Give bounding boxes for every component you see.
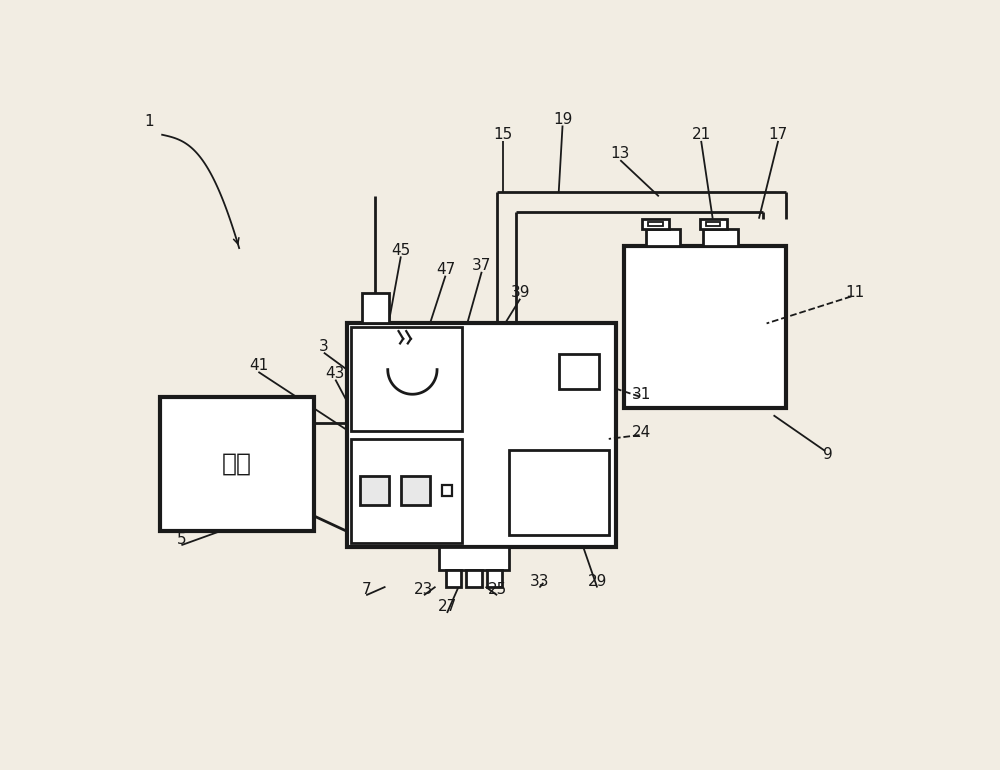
Text: 27: 27 xyxy=(437,599,457,614)
Bar xyxy=(347,323,616,547)
Text: 13: 13 xyxy=(611,146,630,162)
Bar xyxy=(646,229,680,246)
Text: 1: 1 xyxy=(144,114,154,129)
Text: 3: 3 xyxy=(319,339,329,354)
Text: 17: 17 xyxy=(769,127,788,142)
Text: 43: 43 xyxy=(326,366,345,381)
Bar xyxy=(362,293,389,323)
Text: 11: 11 xyxy=(846,285,865,300)
Text: 15: 15 xyxy=(494,127,513,142)
Text: 31: 31 xyxy=(632,387,652,402)
Bar xyxy=(466,570,482,587)
Bar xyxy=(442,485,452,496)
Text: 7: 7 xyxy=(361,581,371,597)
Bar xyxy=(401,476,430,505)
Bar xyxy=(703,229,738,246)
Bar xyxy=(706,222,720,226)
Text: 电源: 电源 xyxy=(222,451,252,476)
Text: 25: 25 xyxy=(487,581,507,597)
Bar xyxy=(642,219,669,229)
Bar xyxy=(700,219,727,229)
Bar xyxy=(439,547,509,570)
Text: 33: 33 xyxy=(530,574,549,589)
Text: 39: 39 xyxy=(510,285,530,300)
Text: 37: 37 xyxy=(472,258,491,273)
Text: 24: 24 xyxy=(632,425,651,440)
Bar xyxy=(351,327,462,431)
Bar xyxy=(487,570,502,587)
Bar xyxy=(509,450,609,535)
Text: 41: 41 xyxy=(249,358,268,373)
Text: 47: 47 xyxy=(436,262,455,277)
Text: 9: 9 xyxy=(823,447,833,462)
Text: 21: 21 xyxy=(692,127,711,142)
Bar xyxy=(160,397,314,531)
Bar xyxy=(360,476,389,505)
Text: 5: 5 xyxy=(177,531,186,547)
Text: 23: 23 xyxy=(414,581,434,597)
Text: 45: 45 xyxy=(391,243,410,258)
Bar xyxy=(624,246,786,408)
Bar xyxy=(446,570,461,587)
Bar xyxy=(351,439,462,543)
Bar xyxy=(648,222,663,226)
Bar xyxy=(559,354,599,389)
Text: 19: 19 xyxy=(553,112,572,127)
Text: 29: 29 xyxy=(588,574,607,589)
